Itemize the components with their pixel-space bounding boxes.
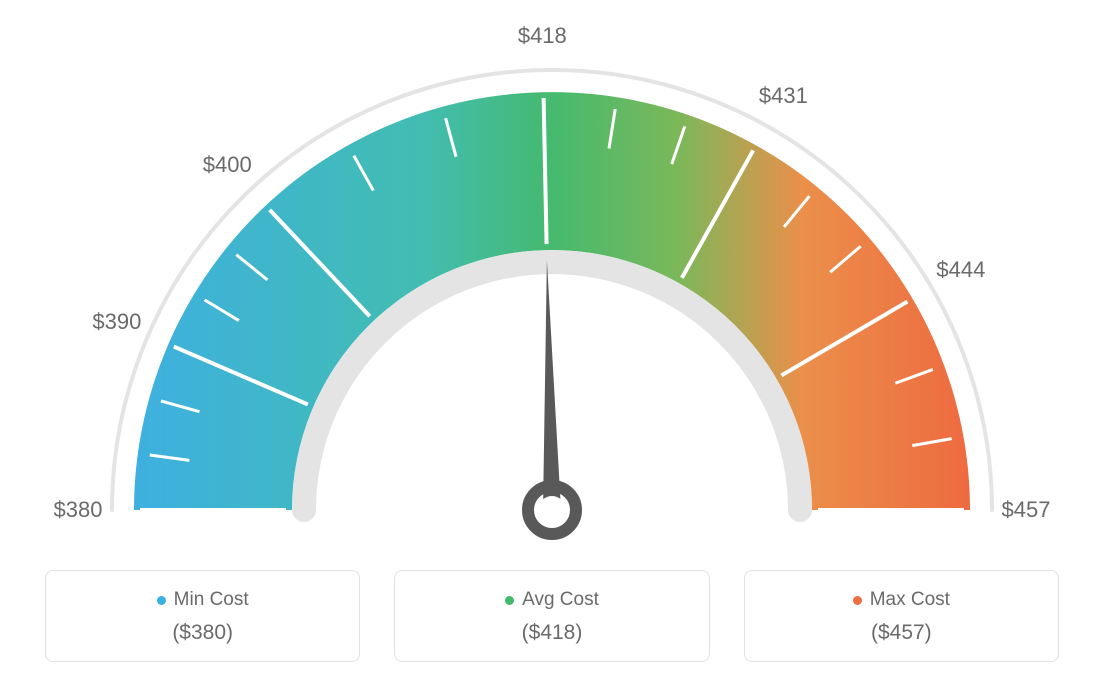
avg-cost-label: Avg Cost <box>522 589 599 611</box>
min-cost-card: Min Cost ($380) <box>45 570 360 662</box>
gauge-tick-label: $431 <box>759 83 808 109</box>
gauge-tick-label: $444 <box>936 257 985 283</box>
gauge-tick-label: $457 <box>1002 497 1051 523</box>
max-dot-icon <box>853 596 862 605</box>
summary-cards: Min Cost ($380) Avg Cost ($418) Max Cost… <box>45 570 1059 662</box>
avg-cost-value: ($418) <box>395 621 708 645</box>
min-cost-value: ($380) <box>46 621 359 645</box>
max-cost-label: Max Cost <box>870 589 950 611</box>
gauge-tick-label: $380 <box>54 497 103 523</box>
avg-cost-card: Avg Cost ($418) <box>394 570 709 662</box>
gauge-tick-label: $400 <box>203 152 252 178</box>
max-cost-value: ($457) <box>745 621 1058 645</box>
avg-dot-icon <box>505 596 514 605</box>
gauge-chart-container: $380 $390 $400 $418 $431 $444 $457 Min Cost ($… <box>0 0 1104 690</box>
gauge-tick-label: $418 <box>518 23 567 49</box>
max-cost-card: Max Cost ($457) <box>744 570 1059 662</box>
min-cost-label: Min Cost <box>174 589 249 611</box>
min-dot-icon <box>157 596 166 605</box>
gauge: $380 $390 $400 $418 $431 $444 $457 <box>0 0 1104 560</box>
gauge-tick-label: $390 <box>92 309 141 335</box>
